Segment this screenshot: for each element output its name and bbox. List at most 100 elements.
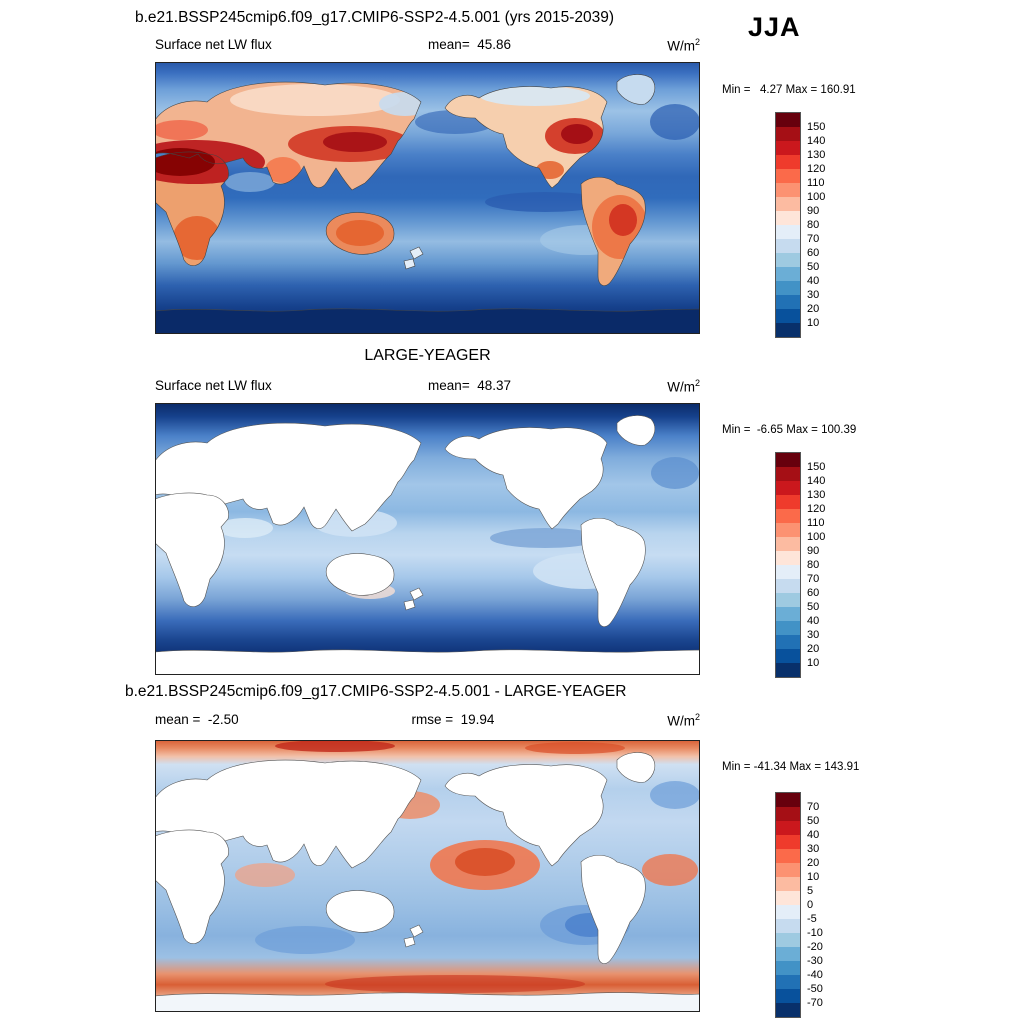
colorbar-tick-label: 110 xyxy=(807,177,825,189)
colorbar-cell xyxy=(776,593,800,607)
panel1-mean-value: mean= 45.86 xyxy=(428,37,511,52)
panel1-title: b.e21.BSSP245cmip6.f09_g17.CMIP6-SSP2-4.… xyxy=(135,9,615,26)
colorbar-obs: 150 140 130 120 110 100 90 80 70 60 50 40 30 20 10 xyxy=(775,452,825,678)
colorbar-cell xyxy=(776,821,800,835)
colorbar-tick-label: 150 xyxy=(807,461,826,473)
colorbar-tick-label: 70 xyxy=(807,801,820,813)
colorbar-cell xyxy=(776,607,800,621)
colorbar-tick-label: -50 xyxy=(807,983,823,995)
map-frame xyxy=(155,740,700,1012)
colorbar-cell xyxy=(776,267,800,281)
colorbar-tick-label: 80 xyxy=(807,219,820,231)
colorbar-cell xyxy=(776,295,800,309)
panel1-minmax: Min = 4.27 Max = 160.91 xyxy=(722,84,856,96)
colorbar-tick-label: 100 xyxy=(807,531,826,543)
map-frame xyxy=(155,62,700,334)
colorbar-cell xyxy=(776,453,800,467)
colorbar-cell xyxy=(776,239,800,253)
colorbar-tick-label: -5 xyxy=(807,913,817,925)
colorbar-tick-label: 140 xyxy=(807,475,826,487)
colorbar-cell xyxy=(776,509,800,523)
colorbar-tick-label: 50 xyxy=(807,601,820,613)
colorbar-cell xyxy=(776,495,800,509)
panel1-units-label: W/m2 xyxy=(667,37,700,54)
colorbar-cell xyxy=(776,863,800,877)
colorbar-tick-label: 50 xyxy=(807,815,820,827)
colorbar-tick-label: -20 xyxy=(807,941,823,953)
panel3-minmax: Min = -41.34 Max = 143.91 xyxy=(722,761,860,773)
panel3-units-label: W/m2 xyxy=(667,712,700,729)
colorbar-cell xyxy=(776,849,800,863)
panel2-mean-value: mean= 48.37 xyxy=(428,378,511,393)
colorbar-diff: 70 50 40 30 20 10 5 0 -5 -10 -20 -30 -40 -50 -70 xyxy=(775,792,823,1018)
colorbar-tick-label: 40 xyxy=(807,275,820,287)
colorbar-cell xyxy=(776,947,800,961)
colorbar-tick-label: 30 xyxy=(807,843,820,855)
colorbar-cell xyxy=(776,537,800,551)
colorbar-tick-label: 20 xyxy=(807,857,820,869)
colorbar-tick-label: 20 xyxy=(807,643,820,655)
colorbar-cell xyxy=(776,579,800,593)
colorbar-cell xyxy=(776,253,800,267)
colorbar-tick-label: 90 xyxy=(807,545,820,557)
colorbar-cell xyxy=(776,793,800,807)
colorbar-cell xyxy=(776,127,800,141)
colorbar-tick-label: 10 xyxy=(807,871,820,883)
colorbar-cell xyxy=(776,961,800,975)
colorbar-cell xyxy=(776,1003,800,1017)
colorbar-tick-label: 70 xyxy=(807,573,820,585)
panel3-rmse-value: rmse = 19.94 xyxy=(411,712,495,727)
colorbar-tick-label: 30 xyxy=(807,629,820,641)
colorbar-tick-label: 10 xyxy=(807,657,820,669)
colorbar-cell xyxy=(776,467,800,481)
panel2-title: LARGE-YEAGER xyxy=(364,347,491,364)
map-diff xyxy=(155,740,700,1012)
colorbar-tick-label: 80 xyxy=(807,559,820,571)
colorbar-tick-label: 150 xyxy=(807,121,826,133)
colorbar-tick-label: 10 xyxy=(807,317,820,329)
colorbar-cell xyxy=(776,169,800,183)
season-label: JJA xyxy=(748,12,801,42)
colorbar-cell xyxy=(776,905,800,919)
colorbar-cell xyxy=(776,481,800,495)
colorbar-cell xyxy=(776,635,800,649)
map-frame xyxy=(155,403,700,675)
colorbar-cell xyxy=(776,155,800,169)
panel1-caption: Surface net LW flux mean= 45.86 W/m2 xyxy=(155,37,700,54)
colorbar-tick-label: 5 xyxy=(807,885,814,897)
colorbar-tick-label: -30 xyxy=(807,955,823,967)
colorbar-cell xyxy=(776,183,800,197)
colorbar-tick-label: 0 xyxy=(807,899,814,911)
colorbar-tick-label: -70 xyxy=(807,997,823,1009)
panel2-minmax: Min = -6.65 Max = 100.39 xyxy=(722,424,857,436)
colorbar-tick-label: 40 xyxy=(807,615,820,627)
panel1-variable-label: Surface net LW flux xyxy=(155,37,272,52)
panel2-variable-label: Surface net LW flux xyxy=(155,378,272,393)
colorbar-tick-label: 50 xyxy=(807,261,820,273)
colorbar-cell xyxy=(776,919,800,933)
colorbar-cell xyxy=(776,975,800,989)
panel2-caption: Surface net LW flux mean= 48.37 W/m2 xyxy=(155,378,700,395)
panel2-units-label: W/m2 xyxy=(667,378,700,395)
colorbar-cell xyxy=(776,211,800,225)
colorbar-cell xyxy=(776,225,800,239)
diff-features xyxy=(158,740,700,993)
panel3-title: b.e21.BSSP245cmip6.f09_g17.CMIP6-SSP2-4.… xyxy=(125,683,627,700)
colorbar-cell xyxy=(776,649,800,663)
colorbar-tick-label: 130 xyxy=(807,149,826,161)
colorbar-cell xyxy=(776,113,800,127)
colorbar-cell xyxy=(776,551,800,565)
colorbar-cell xyxy=(776,323,800,337)
colorbar-tick-label: 120 xyxy=(807,503,826,515)
colorbar-tick-label: 20 xyxy=(807,303,820,315)
colorbar-cell xyxy=(776,197,800,211)
colorbar-tick-label: 100 xyxy=(807,191,826,203)
colorbar-tick-label: 60 xyxy=(807,587,820,599)
colorbar-cell xyxy=(776,891,800,905)
colorbar-cell xyxy=(776,621,800,635)
colorbar-cell xyxy=(776,989,800,1003)
colorbar-cell xyxy=(776,309,800,323)
colorbar-tick-label: 90 xyxy=(807,205,820,217)
colorbar-cell xyxy=(776,933,800,947)
